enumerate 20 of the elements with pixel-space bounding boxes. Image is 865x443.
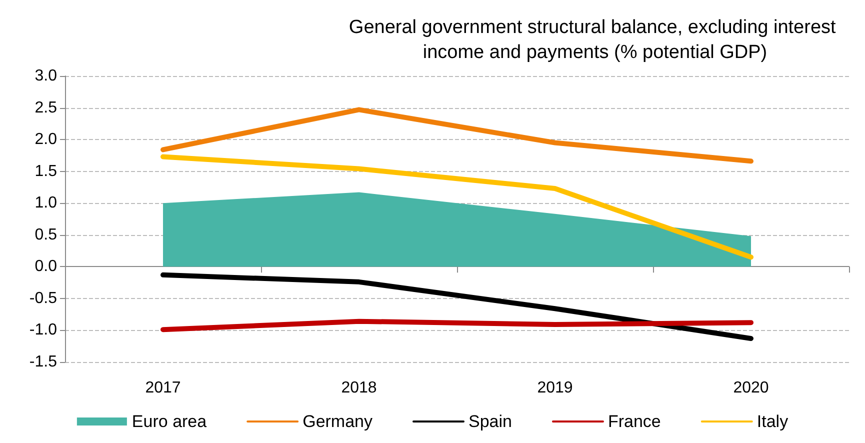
y-tick-label: 0.0 — [34, 258, 58, 276]
legend-label: France — [608, 412, 661, 431]
legend-label: Italy — [756, 412, 789, 431]
y-tick-label: 1.0 — [34, 194, 58, 212]
legend-label: Germany — [302, 412, 373, 431]
y-tick-label: -0.5 — [29, 290, 58, 307]
y-tick-label: -1.0 — [29, 322, 58, 339]
y-tick-label: -1.5 — [29, 354, 58, 370]
y-tick-label: 0.5 — [34, 226, 58, 244]
chart-title: General government structural balance, excluding interest income and payments (% potential GDP) — [348, 17, 842, 63]
y-tick-label: 2.0 — [34, 131, 58, 148]
x-tick-label: 2017 — [145, 380, 181, 396]
x-tick-label: 2018 — [341, 380, 377, 396]
legend-label: Euro area — [132, 412, 208, 431]
y-tick-label: 3.0 — [34, 68, 58, 84]
y-tick-label: 2.5 — [34, 99, 58, 116]
legend-label: Spain — [468, 412, 512, 431]
y-tick-label: 1.5 — [34, 162, 58, 180]
x-tick-label: 2019 — [537, 380, 573, 396]
x-tick-label: 2020 — [733, 380, 769, 396]
